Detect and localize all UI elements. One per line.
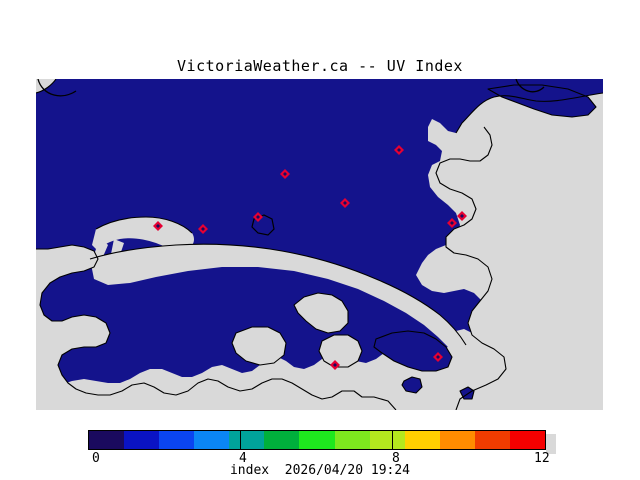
page-title: VictoriaWeather.ca -- UV Index bbox=[177, 57, 463, 75]
colorbar-segment-12 bbox=[509, 431, 546, 449]
colorbar-tick-8 bbox=[392, 430, 393, 450]
ocean-southwest bbox=[36, 245, 396, 410]
ocean-inlet-finger-2 bbox=[110, 239, 124, 261]
ocean-east bbox=[436, 99, 603, 410]
station-marker-core bbox=[201, 227, 205, 231]
colorbar-tick-4 bbox=[240, 430, 241, 450]
station-marker-core bbox=[256, 215, 260, 219]
colorbar-wrap bbox=[88, 430, 556, 454]
station-markers[interactable] bbox=[153, 145, 467, 370]
coast-arc-topright bbox=[515, 79, 545, 93]
coastline-strokes bbox=[36, 79, 603, 410]
ocean-harbour-central bbox=[294, 293, 348, 333]
land-east-lobe bbox=[374, 331, 452, 371]
colorbar-segment-11 bbox=[474, 431, 510, 449]
map-panel[interactable] bbox=[36, 79, 603, 410]
colorbar-shadow bbox=[546, 434, 556, 454]
colorbar-segment-5 bbox=[264, 431, 300, 449]
colorbar-tick-label-12: 12 bbox=[534, 451, 550, 466]
station-marker-core bbox=[333, 363, 337, 367]
ocean-inlet-finger bbox=[94, 237, 108, 259]
land-tiny-spit bbox=[460, 387, 474, 399]
station-marker-core bbox=[450, 221, 454, 225]
colorbar-segment-9 bbox=[404, 431, 440, 449]
colorbar-segment-4 bbox=[229, 431, 265, 449]
coast-arc-topleft bbox=[37, 79, 77, 97]
station-marker-core bbox=[283, 172, 287, 176]
map-svg bbox=[36, 79, 603, 410]
station-marker-core bbox=[460, 214, 464, 218]
lake-outline bbox=[251, 214, 275, 236]
colorbar-segment-6 bbox=[299, 431, 335, 449]
colorbar-segment-0 bbox=[89, 431, 125, 449]
station-marker-core bbox=[397, 148, 401, 152]
colorbar-caption: index 2026/04/20 19:24 bbox=[229, 463, 410, 478]
ocean-inlet-upper bbox=[92, 217, 194, 251]
colorbar-segment-1 bbox=[124, 431, 160, 449]
colorbar-tick-label-0: 0 bbox=[92, 451, 100, 466]
ocean-northeast-notch bbox=[466, 105, 528, 127]
land-uv-region bbox=[36, 79, 603, 387]
colorbar[interactable] bbox=[88, 430, 546, 450]
station-marker-core bbox=[436, 355, 440, 359]
ocean-bay-lower-right bbox=[319, 335, 362, 367]
station-marker-core bbox=[156, 224, 160, 228]
colorbar-tick-label-8: 8 bbox=[392, 451, 400, 466]
colorbar-segment-3 bbox=[194, 431, 230, 449]
colorbar-tick-label-4: 4 bbox=[239, 451, 247, 466]
colorbar-segment-2 bbox=[159, 431, 195, 449]
ocean-strait-channel bbox=[90, 244, 472, 357]
ocean-nw-bay bbox=[36, 79, 56, 93]
colorbar-segment-7 bbox=[334, 431, 370, 449]
land-small-island bbox=[402, 377, 422, 393]
ocean-bay-lower-mid bbox=[232, 327, 286, 365]
colorbar-segment-8 bbox=[369, 431, 405, 449]
colorbar-segment-10 bbox=[439, 431, 475, 449]
station-marker-core bbox=[343, 201, 347, 205]
